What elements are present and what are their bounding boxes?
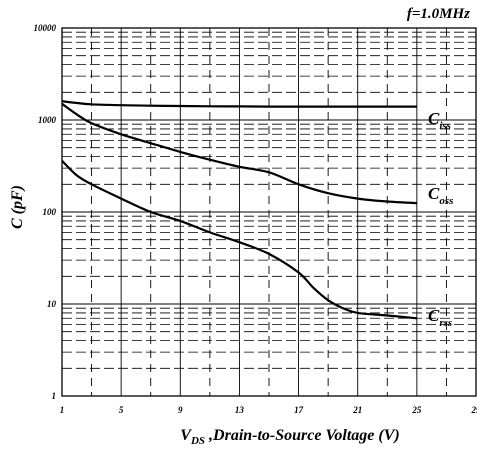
plot-frame	[61, 27, 477, 397]
x-tick-label: 1	[60, 405, 65, 415]
x-tick-label: 29	[471, 405, 477, 415]
series-label-layer: Ciss Coss Crss	[428, 109, 453, 329]
x-tick-label: 21	[352, 405, 362, 415]
series-layer	[61, 100, 418, 320]
series-label-rss-sub: rss	[439, 317, 452, 329]
series-label-oss: Coss	[428, 184, 453, 207]
series-label-rss: Crss	[428, 306, 452, 329]
series-line-rss	[61, 160, 418, 320]
series-label-rss-c: C	[428, 306, 440, 325]
x-tick-label: 17	[294, 405, 304, 415]
y-tick-label: 10000	[34, 23, 57, 33]
x-tick-label: 5	[119, 405, 124, 415]
y-axis-title: C (pF)	[9, 185, 26, 229]
frequency-annotation: f=1.0MHz	[407, 6, 470, 22]
series-label-iss-c: C	[428, 109, 440, 128]
x-axis-title-subscript: DS	[190, 435, 205, 447]
y-tick-label: 10	[47, 299, 57, 309]
x-tick-label: 9	[178, 405, 183, 415]
y-tick-label: 1000	[38, 115, 57, 125]
series-label-iss: Ciss	[428, 109, 451, 132]
series-line-iss	[61, 100, 417, 108]
y-tick-label: 100	[43, 207, 57, 217]
y-tick-label: 1	[52, 391, 57, 401]
x-axis-title-v: V	[180, 427, 192, 444]
tick-layer: 1 5 9 13 17 21 25 29 1 10 100 1000 10000	[34, 23, 477, 415]
x-axis-title: VDS ,Drain-to-Source Voltage (V)	[180, 427, 399, 447]
series-label-oss-sub: oss	[439, 195, 453, 207]
x-axis-title-rest: ,Drain-to-Source Voltage (V)	[205, 427, 400, 444]
grid-layer	[62, 28, 476, 396]
series-label-oss-c: C	[428, 184, 440, 203]
x-tick-label: 13	[235, 405, 245, 415]
series-label-iss-sub: iss	[439, 120, 451, 132]
x-tick-label: 25	[411, 405, 422, 415]
series-line-oss	[61, 102, 417, 205]
